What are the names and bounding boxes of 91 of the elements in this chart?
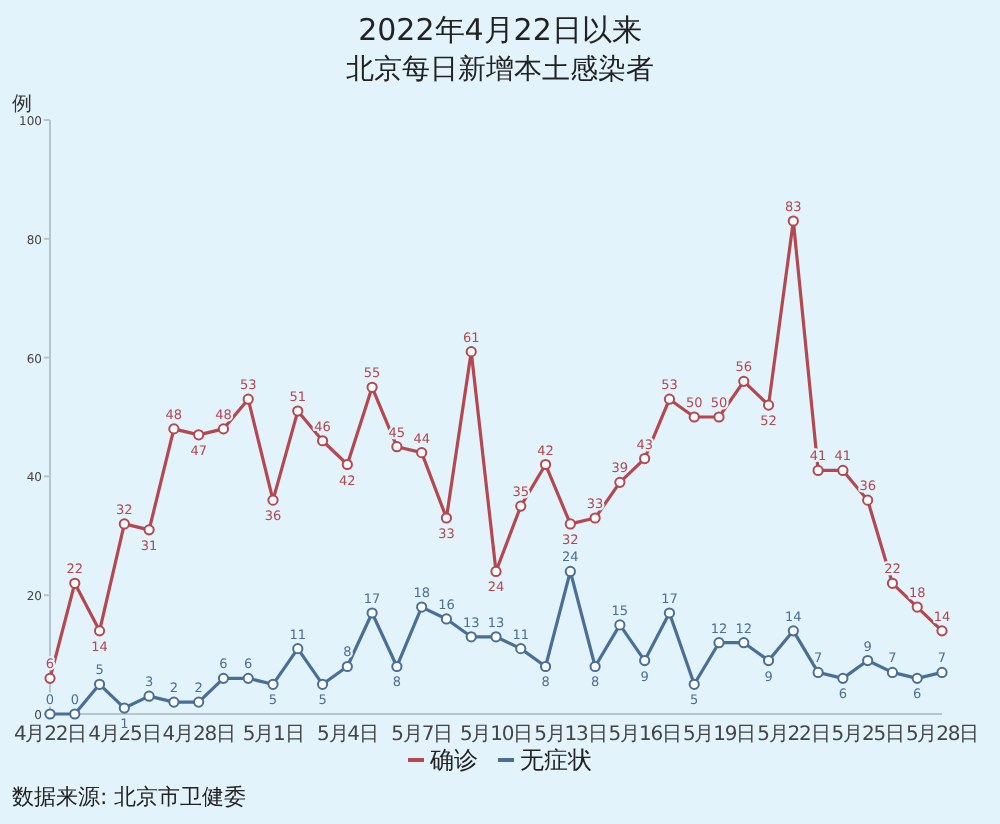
point bbox=[44, 672, 56, 684]
point bbox=[614, 619, 626, 631]
point bbox=[787, 625, 799, 637]
point bbox=[217, 672, 230, 684]
point bbox=[465, 631, 477, 643]
x-tick-label: 4月22日 bbox=[13, 724, 87, 746]
point bbox=[639, 452, 651, 465]
point bbox=[911, 672, 923, 684]
legend-label: 无症状 bbox=[520, 746, 592, 774]
point bbox=[812, 464, 824, 477]
point bbox=[242, 393, 254, 405]
point bbox=[416, 447, 428, 459]
x-tick-label: 5月7日 bbox=[391, 724, 452, 746]
point bbox=[663, 607, 676, 619]
x-tick-label: 5月1日 bbox=[242, 724, 304, 746]
point bbox=[440, 613, 453, 625]
point bbox=[738, 637, 750, 649]
point bbox=[812, 666, 824, 679]
point bbox=[93, 625, 106, 637]
point bbox=[762, 654, 775, 667]
point bbox=[787, 215, 799, 227]
point bbox=[663, 393, 676, 405]
point bbox=[440, 512, 453, 524]
point bbox=[267, 494, 279, 506]
x-tick-label: 5月13日 bbox=[534, 724, 607, 746]
point bbox=[936, 625, 948, 637]
point bbox=[416, 601, 428, 613]
point bbox=[292, 405, 304, 417]
point bbox=[143, 690, 155, 702]
point bbox=[341, 458, 353, 471]
point bbox=[168, 696, 180, 708]
point bbox=[242, 672, 254, 684]
point bbox=[490, 565, 502, 578]
point bbox=[688, 678, 700, 690]
point bbox=[539, 458, 552, 471]
point bbox=[69, 577, 81, 589]
point bbox=[738, 375, 750, 387]
chart-subtitle: 北京每日新增本土感染者 bbox=[346, 54, 654, 86]
point bbox=[713, 637, 725, 649]
point bbox=[862, 494, 874, 506]
point bbox=[193, 696, 205, 708]
point bbox=[837, 672, 849, 684]
point bbox=[490, 631, 502, 643]
point bbox=[366, 607, 378, 619]
point bbox=[143, 524, 155, 536]
x-tick-label: 5月4日 bbox=[317, 724, 378, 746]
x-tick-label: 5月25日 bbox=[831, 724, 904, 746]
source-note: 数据来源: 北京市卫健委 bbox=[12, 784, 247, 810]
point bbox=[341, 660, 353, 673]
x-tick-label: 5月16日 bbox=[608, 724, 681, 746]
point bbox=[69, 708, 81, 720]
x-tick-label: 5月19日 bbox=[682, 724, 756, 746]
y-axis-title: 例 bbox=[12, 94, 32, 116]
chart-title: 2022年4月22日以来 bbox=[358, 12, 642, 48]
x-tick-label: 5月28日 bbox=[905, 724, 979, 746]
point bbox=[515, 643, 527, 655]
point bbox=[366, 381, 378, 393]
point bbox=[118, 702, 130, 714]
point bbox=[886, 666, 899, 679]
point bbox=[589, 660, 601, 673]
point bbox=[688, 411, 700, 423]
point bbox=[168, 423, 180, 435]
point bbox=[564, 518, 576, 530]
point bbox=[639, 654, 651, 667]
point bbox=[911, 601, 923, 613]
point bbox=[316, 678, 329, 690]
point bbox=[762, 399, 775, 411]
point bbox=[391, 660, 403, 673]
point bbox=[539, 660, 552, 673]
legend-label: 确诊 bbox=[428, 746, 478, 774]
point bbox=[292, 643, 304, 655]
point bbox=[515, 500, 527, 512]
x-tick-label: 5月10日 bbox=[459, 724, 533, 746]
point bbox=[217, 423, 230, 435]
point bbox=[316, 435, 329, 447]
point bbox=[93, 678, 106, 690]
point bbox=[267, 678, 279, 690]
point bbox=[391, 441, 403, 453]
point bbox=[614, 476, 626, 488]
point bbox=[837, 464, 849, 477]
point bbox=[118, 518, 130, 530]
point bbox=[465, 346, 477, 358]
x-tick-label: 4月28日 bbox=[162, 724, 235, 746]
point bbox=[564, 565, 576, 578]
point bbox=[886, 577, 899, 589]
x-tick-label: 5月22日 bbox=[757, 724, 830, 746]
point bbox=[936, 666, 948, 679]
point bbox=[589, 512, 601, 524]
point bbox=[862, 654, 874, 667]
point bbox=[713, 411, 725, 423]
point bbox=[193, 429, 205, 441]
